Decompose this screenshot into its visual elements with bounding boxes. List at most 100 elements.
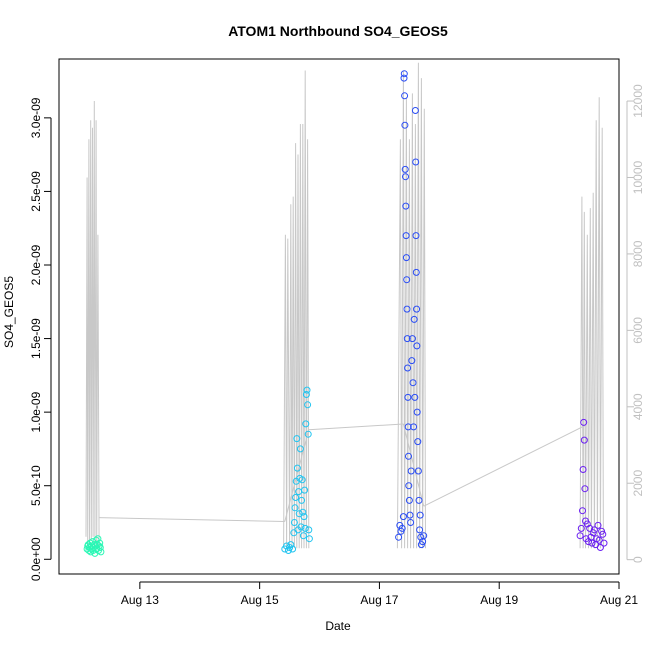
data-point-series-4 [590, 526, 598, 534]
data-point-series-3 [403, 276, 411, 284]
altitude-profile-layer [85, 62, 604, 549]
y-tick-label: 1.5e-09 [29, 318, 43, 359]
y2-tick-label: 12000 [631, 84, 645, 118]
data-point-series-4 [580, 436, 588, 444]
data-point-series-3 [403, 305, 411, 313]
y2-tick-label: 8000 [631, 240, 645, 267]
data-point-series-3 [408, 357, 416, 365]
altitude-connector [423, 425, 585, 507]
y2-tick-label: 10000 [631, 160, 645, 194]
data-point-series-4 [594, 521, 602, 529]
altitude-connector [284, 429, 310, 522]
data-point-series-3 [402, 232, 410, 240]
x-axis: Aug 13 Aug 15 Aug 17 Aug 19 Aug 21 [121, 581, 638, 607]
data-point-series-3 [404, 364, 412, 372]
y2-tick-label: 0 [631, 556, 645, 563]
data-point-series-4 [581, 485, 589, 493]
data-point-series-2 [305, 535, 313, 543]
data-point-series-2 [299, 508, 307, 516]
data-point-series-3 [412, 158, 420, 166]
x-tick-label: Aug 21 [600, 593, 638, 607]
data-point-series-4 [596, 544, 604, 551]
data-point-series-3 [401, 165, 409, 173]
altitude-connector [402, 423, 425, 507]
data-point-series-3 [399, 513, 407, 521]
data-point-series-3 [405, 496, 413, 504]
y2-tick-label: 2000 [631, 470, 645, 497]
altitude-trace-2 [283, 70, 310, 549]
data-point-series-2 [296, 445, 304, 453]
data-point-series-2 [289, 545, 297, 553]
data-point-series-3 [395, 533, 403, 541]
data-point-series-3 [405, 452, 412, 460]
y2-tick-label: 4000 [631, 393, 645, 420]
data-point-series-3 [410, 423, 418, 431]
x-tick-label: Aug 17 [360, 593, 398, 607]
data-point-series-3 [407, 467, 415, 475]
data-point-series-3 [398, 524, 406, 532]
data-point-series-3 [402, 173, 409, 181]
data-point-series-1 [96, 539, 104, 547]
data-point-series-2 [299, 532, 307, 540]
y-tick-label: 2.0e-09 [29, 244, 43, 285]
data-point-series-1 [97, 548, 105, 556]
x-tick-label: Aug 15 [241, 593, 279, 607]
data-point-series-2 [302, 420, 310, 428]
data-point-series-1 [94, 535, 102, 543]
data-point-series-1 [96, 544, 104, 551]
data-point-series-3 [408, 335, 416, 343]
y-axis-title: SO4_GEOS5 [2, 276, 16, 348]
data-point-series-3 [406, 511, 414, 519]
data-point-series-3 [413, 342, 421, 350]
data-point-series-2 [298, 476, 306, 484]
data-point-series-2 [300, 513, 308, 521]
data-point-series-4 [586, 524, 594, 532]
data-point-series-3 [412, 232, 420, 240]
data-point-series-2 [292, 494, 300, 501]
data-point-series-2 [287, 541, 295, 549]
data-point-series-2 [291, 504, 299, 512]
data-point-series-3 [414, 467, 422, 475]
data-point-series-2 [301, 486, 309, 494]
data-point-series-3 [416, 526, 424, 534]
altitude-connector [308, 423, 404, 431]
data-point-series-2 [293, 435, 301, 443]
x-tick-label: Aug 19 [480, 593, 518, 607]
chart-title: ATOM1 Northbound SO4_GEOS5 [228, 23, 448, 39]
altitude-trace-1 [85, 100, 100, 549]
y-axis-left: 0.0e+00 5.0e-10 1.0e-09 1.5e-09 2.0e-09 2.5e-… [29, 97, 52, 581]
y-tick-label: 0.0e+00 [29, 537, 43, 581]
data-point-series-4 [599, 530, 607, 538]
data-point-series-2 [301, 524, 309, 532]
data-point-series-4 [579, 507, 586, 515]
data-point-series-3 [407, 519, 415, 526]
data-point-series-3 [410, 315, 418, 323]
data-point-series-2 [305, 526, 313, 534]
data-point-series-3 [411, 393, 419, 401]
data-point-series-2 [302, 391, 310, 398]
data-point-series-3 [401, 92, 409, 100]
data-point-series-3 [405, 482, 413, 490]
data-point-series-2 [297, 523, 305, 531]
data-point-series-3 [413, 408, 421, 416]
plot-frame [58, 58, 620, 575]
altitude-trace-3 [396, 62, 426, 549]
data-point-series-3 [413, 305, 421, 313]
data-point-series-3 [400, 74, 408, 82]
x-tick-label: Aug 13 [121, 593, 159, 607]
data-point-series-3 [403, 335, 411, 343]
data-point-series-2 [293, 464, 301, 472]
data-point-series-3 [402, 202, 410, 210]
data-point-series-3 [401, 121, 409, 129]
data-point-series-2 [290, 519, 298, 526]
data-point-series-3 [400, 70, 408, 78]
x-axis-title: Date [325, 619, 351, 633]
y-tick-label: 2.5e-09 [29, 171, 43, 212]
altitude-connector [99, 517, 285, 522]
data-points-layer [83, 70, 608, 557]
data-point-series-2 [304, 401, 312, 409]
data-point-series-3 [412, 268, 420, 276]
y-axis-right: 0 2000 4000 6000 8000 10000 12000 [626, 84, 645, 563]
data-point-series-3 [415, 496, 423, 504]
